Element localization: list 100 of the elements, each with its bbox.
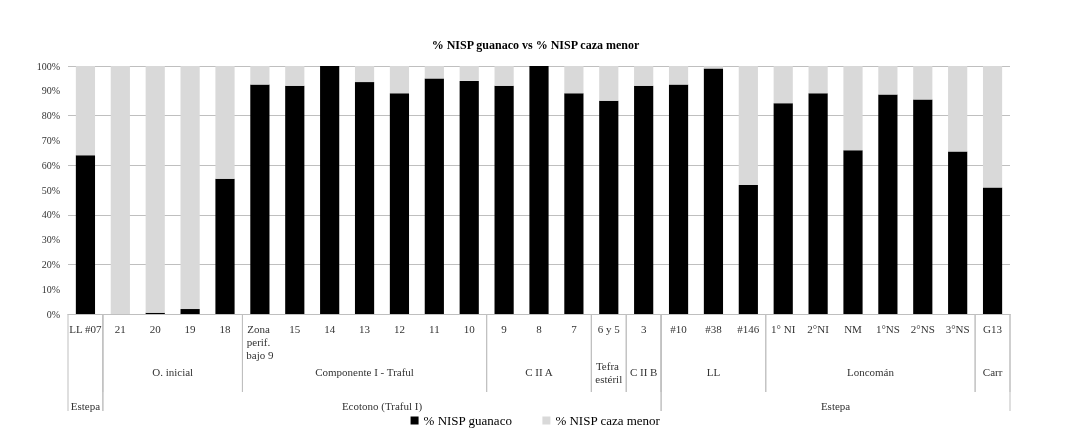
bar bbox=[354, 66, 375, 83]
bar bbox=[703, 68, 724, 314]
legend-label: % NISP caza menor bbox=[555, 413, 661, 428]
bar bbox=[668, 84, 689, 314]
bar bbox=[285, 66, 305, 86]
x-tick-label: 1°NS bbox=[875, 322, 900, 335]
bar bbox=[285, 85, 305, 314]
text: LL bbox=[706, 366, 721, 378]
y-tick-label: 10% bbox=[41, 283, 60, 295]
text: Carr bbox=[982, 366, 1003, 378]
bar bbox=[773, 66, 793, 104]
x-tick-label: #38 bbox=[705, 322, 723, 335]
bar bbox=[459, 80, 479, 314]
bar bbox=[738, 66, 758, 186]
x-tick-label: 3 bbox=[640, 322, 647, 335]
x-tick-label: 18 bbox=[219, 322, 231, 335]
x-tick-label: 21 bbox=[114, 322, 126, 335]
bar bbox=[75, 66, 96, 156]
x-tick-label: 15 bbox=[289, 322, 301, 335]
bar bbox=[180, 309, 200, 314]
bar bbox=[948, 66, 968, 152]
bar bbox=[494, 66, 514, 86]
x-tick-label: 9 bbox=[501, 322, 508, 335]
bar bbox=[75, 155, 96, 314]
bar bbox=[982, 187, 1003, 314]
x-tick-label: 19 bbox=[184, 322, 197, 335]
y-tick-label: 0% bbox=[46, 308, 60, 320]
x-tick-label: 10 bbox=[463, 322, 476, 335]
bar bbox=[843, 66, 863, 151]
bar bbox=[459, 66, 479, 81]
text: Estepa bbox=[820, 400, 851, 412]
y-tick-label: 100% bbox=[36, 60, 60, 72]
x-tick-label: LL #07 bbox=[69, 322, 103, 335]
x-tick-label: 11 bbox=[429, 322, 440, 335]
x-tick-label: 2°NS bbox=[910, 322, 935, 335]
x-tick-label: 2°NI bbox=[807, 322, 830, 335]
bar bbox=[913, 99, 933, 314]
x-tick-label: #10 bbox=[670, 322, 688, 335]
x-tick-label: #146 bbox=[737, 322, 760, 335]
bar bbox=[424, 78, 444, 314]
bar bbox=[599, 100, 619, 314]
y-tick-label: 40% bbox=[41, 209, 60, 221]
bar bbox=[843, 150, 863, 314]
bar bbox=[913, 66, 933, 100]
bar bbox=[773, 103, 793, 314]
x-tick-label: 12 bbox=[393, 322, 405, 335]
bar bbox=[599, 66, 619, 101]
bar bbox=[389, 66, 410, 94]
y-tick-label: 20% bbox=[41, 258, 60, 270]
x-tick-label: 3°NS bbox=[945, 322, 970, 335]
bar bbox=[808, 66, 828, 94]
x-tick-label: G13 bbox=[983, 322, 1003, 335]
bar bbox=[494, 85, 514, 314]
x-tick-label: 1° NI bbox=[771, 322, 796, 335]
text: Tefra estéril bbox=[595, 359, 623, 385]
bar bbox=[634, 66, 654, 86]
x-tick-label: 14 bbox=[324, 322, 336, 335]
bar bbox=[250, 66, 270, 85]
bar bbox=[215, 66, 235, 179]
x-tick-label: 8 bbox=[536, 322, 543, 335]
bar bbox=[354, 82, 375, 314]
y-tick-label: 50% bbox=[41, 184, 60, 196]
y-tick-label: 30% bbox=[41, 234, 60, 246]
x-tick-label: NM bbox=[844, 322, 863, 335]
text: C II A bbox=[525, 366, 553, 378]
bar bbox=[878, 94, 898, 314]
bar bbox=[564, 66, 584, 94]
y-tick-label: 90% bbox=[41, 85, 60, 97]
chart-title: % NISP guanaco vs % NISP caza menor bbox=[431, 38, 640, 52]
x-tick-label: 6 y 5 bbox=[597, 322, 621, 335]
bar bbox=[389, 93, 410, 314]
bar bbox=[145, 66, 165, 313]
text: Loncomán bbox=[846, 366, 895, 378]
bar bbox=[668, 66, 689, 85]
x-tick-label: 20 bbox=[149, 322, 162, 335]
legend-label: % NISP guanaco bbox=[423, 413, 512, 428]
bar bbox=[738, 185, 758, 314]
bar bbox=[180, 66, 200, 310]
bar bbox=[110, 66, 130, 314]
x-tick-label: Zona perif. bajo 9 bbox=[246, 322, 274, 361]
bar bbox=[320, 66, 340, 314]
bar bbox=[250, 84, 270, 314]
bar bbox=[529, 66, 549, 314]
bar bbox=[878, 66, 898, 95]
text: Componente I - Traful bbox=[315, 366, 414, 378]
bar bbox=[215, 178, 235, 314]
bar bbox=[982, 66, 1003, 188]
text: O. inicial bbox=[152, 366, 194, 378]
y-tick-label: 60% bbox=[41, 159, 60, 171]
bar bbox=[424, 66, 444, 79]
bar bbox=[564, 93, 584, 314]
bar bbox=[634, 85, 654, 314]
text: Estepa bbox=[70, 400, 101, 412]
text: Ecotono (Traful I) bbox=[341, 400, 423, 413]
x-tick-label: 13 bbox=[359, 322, 371, 335]
bar bbox=[808, 93, 828, 314]
y-tick-label: 70% bbox=[41, 134, 60, 146]
bar bbox=[948, 151, 968, 314]
text: C II B bbox=[629, 366, 658, 378]
x-tick-label: 7 bbox=[571, 322, 578, 335]
